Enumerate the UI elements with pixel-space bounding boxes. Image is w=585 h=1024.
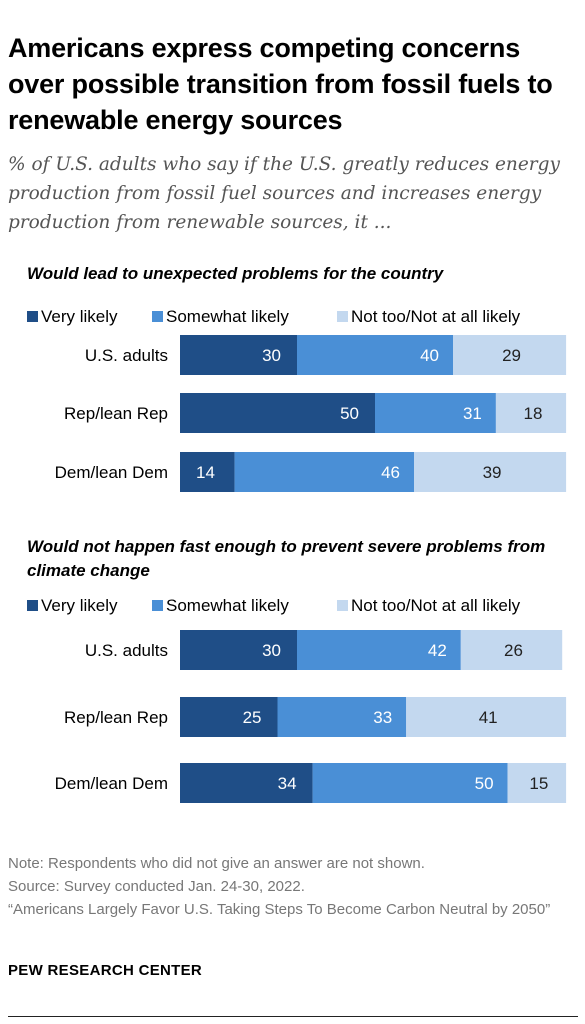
- legend-swatch-somewhat-likely: [152, 600, 163, 611]
- bar-segment-somewhat: [277, 697, 407, 737]
- legend-item-very-likely: Very likely: [27, 305, 118, 329]
- legend-item-somewhat-likely: Somewhat likely: [152, 305, 289, 329]
- data-label-somewhat: 40: [420, 346, 439, 365]
- data-label-somewhat: 50: [475, 774, 494, 793]
- data-label-not: 41: [479, 708, 498, 727]
- data-label-not: 29: [502, 346, 521, 365]
- note-text: Note: Respondents who did not give an an…: [8, 855, 425, 872]
- data-label-not: 18: [524, 404, 543, 423]
- legend-label-somewhat-likely: Somewhat likely: [166, 596, 289, 615]
- category-label: Rep/lean Rep: [64, 708, 168, 727]
- legend-label-very-likely: Very likely: [41, 596, 118, 615]
- legend-swatch-very-likely: [27, 311, 38, 322]
- legend-label-somewhat-likely: Somewhat likely: [166, 307, 289, 326]
- category-label: Rep/lean Rep: [64, 404, 168, 423]
- source-text: Source: Survey conducted Jan. 24-30, 202…: [8, 878, 305, 895]
- data-label-very: 34: [278, 774, 297, 793]
- legend-item-not-likely: Not too/Not at all likely: [337, 594, 520, 618]
- report-text: “Americans Largely Favor U.S. Taking Ste…: [8, 901, 551, 918]
- legend-item-very-likely: Very likely: [27, 594, 118, 618]
- legend-swatch-not-likely: [337, 600, 348, 611]
- data-label-very: 30: [262, 641, 281, 660]
- legend-item-not-likely: Not too/Not at all likely: [337, 305, 520, 329]
- chart-title: Americans express competing concerns ove…: [8, 33, 553, 135]
- legend-label-not-likely: Not too/Not at all likely: [351, 596, 521, 615]
- legend-swatch-somewhat-likely: [152, 311, 163, 322]
- data-label-very: 30: [262, 346, 281, 365]
- bar-segment-very: [180, 763, 313, 803]
- bar-segment-somewhat: [297, 335, 453, 375]
- bar-segment-very: [180, 335, 297, 375]
- bar-segment-somewhat: [375, 393, 496, 433]
- legend-item-somewhat-likely: Somewhat likely: [152, 594, 289, 618]
- data-label-somewhat: 46: [381, 463, 400, 482]
- bar-segment-very: [180, 630, 297, 670]
- bar-segment-not: [453, 335, 567, 375]
- bar-segment-not: [414, 452, 567, 492]
- bar-segment-not: [460, 630, 563, 670]
- data-label-not: 26: [504, 641, 523, 660]
- bar-segment-not: [406, 697, 567, 737]
- bar-segment-somewhat: [297, 630, 461, 670]
- category-label: U.S. adults: [85, 641, 168, 660]
- organization-label: PEW RESEARCH CENTER: [8, 962, 203, 979]
- legend-swatch-very-likely: [27, 600, 38, 611]
- data-label-not: 15: [529, 774, 548, 793]
- bar-segment-very: [180, 452, 235, 492]
- data-label-very: 14: [196, 463, 215, 482]
- legend-label-not-likely: Not too/Not at all likely: [351, 307, 521, 326]
- category-label: U.S. adults: [85, 346, 168, 365]
- data-label-somewhat: 33: [373, 708, 392, 727]
- bar-segment-not: [507, 763, 567, 803]
- category-label: Dem/lean Dem: [55, 774, 168, 793]
- legend-swatch-not-likely: [337, 311, 348, 322]
- data-label-not: 39: [483, 463, 502, 482]
- panel-title-unexpected-problems: Would lead to unexpected problems for th…: [27, 264, 444, 283]
- bar-segment-somewhat: [312, 763, 508, 803]
- notes: Note: Respondents who did not give an an…: [8, 852, 580, 921]
- bar-segment-somewhat: [234, 452, 414, 492]
- data-label-somewhat: 42: [428, 641, 447, 660]
- data-label-somewhat: 31: [463, 404, 482, 423]
- bar-segment-not: [495, 393, 567, 433]
- category-label: Dem/lean Dem: [55, 463, 168, 482]
- data-label-very: 50: [340, 404, 359, 423]
- bar-segment-very: [180, 697, 278, 737]
- data-label-very: 25: [243, 708, 262, 727]
- panel-title-not-fast-enough: Would not happen fast enough to prevent …: [27, 537, 546, 580]
- legend-label-very-likely: Very likely: [41, 307, 118, 326]
- bottom-rule: [8, 1016, 578, 1017]
- chart-subtitle: % of U.S. adults who say if the U.S. gre…: [8, 154, 560, 233]
- bar-segment-very: [180, 393, 375, 433]
